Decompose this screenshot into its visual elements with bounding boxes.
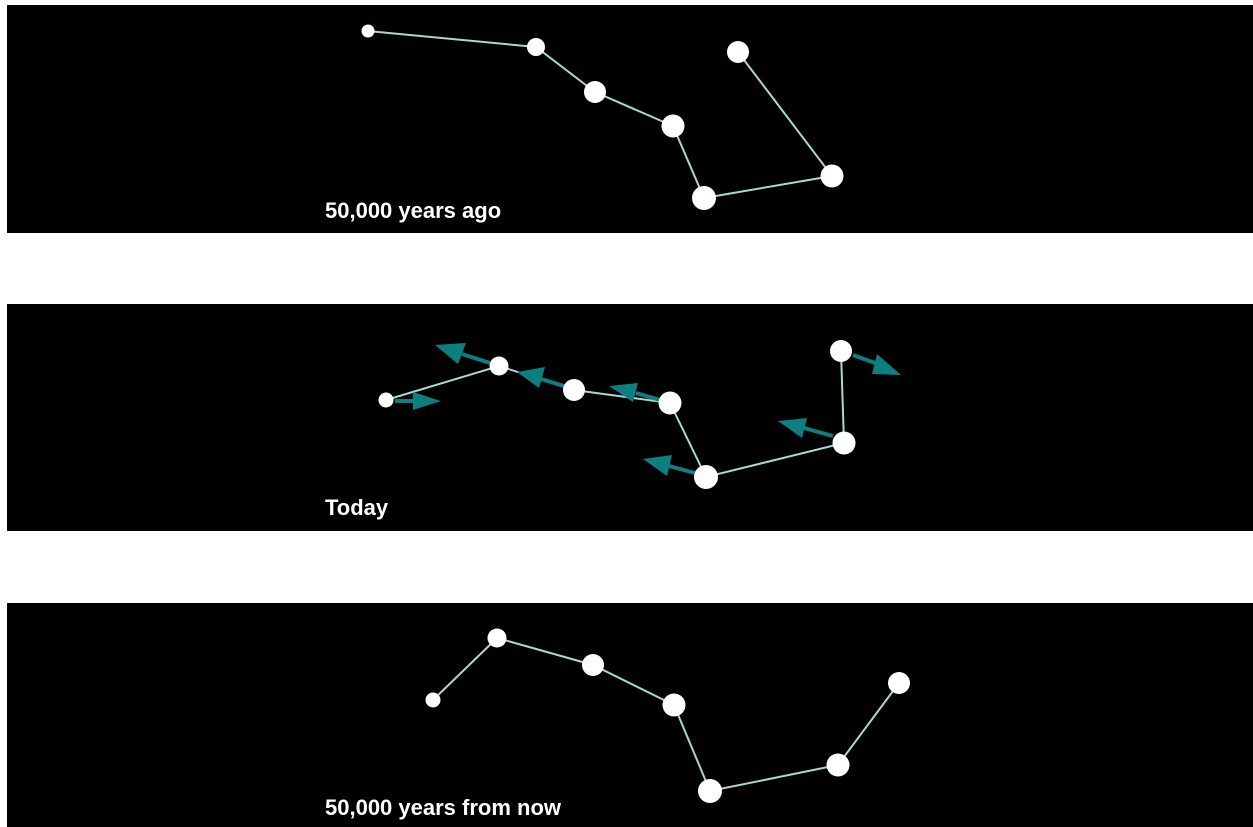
star-3	[584, 81, 606, 103]
star-2	[487, 628, 507, 648]
constellation-future	[425, 628, 910, 803]
arrow-star-3	[517, 367, 565, 388]
star-6	[832, 431, 856, 455]
arrow-star-2	[435, 343, 491, 365]
star-4	[658, 391, 682, 415]
star-1	[361, 24, 375, 38]
constellation-today	[378, 340, 901, 489]
star-5	[694, 465, 718, 489]
stars	[425, 628, 910, 803]
constellation-lines	[385, 350, 846, 479]
star-7	[888, 672, 910, 694]
panel-today: Today	[7, 304, 1253, 531]
panel-label: Today	[325, 495, 389, 520]
star-1	[378, 392, 394, 408]
star-5	[692, 186, 716, 210]
panel-50000-years-from-now: 50,000 years from now	[7, 603, 1253, 827]
star-3	[582, 654, 604, 676]
star-6	[826, 753, 850, 777]
star-4	[661, 114, 685, 138]
star-2	[527, 38, 545, 56]
arrow-star-7	[852, 353, 901, 375]
stars	[361, 24, 844, 210]
arrow-star-6	[778, 418, 834, 438]
arrow-star-5	[643, 455, 696, 476]
constellation-lines	[367, 30, 834, 200]
stars	[378, 340, 856, 489]
star-5	[698, 779, 722, 803]
star-7	[727, 41, 749, 63]
star-6	[820, 164, 844, 188]
arrow-star-4	[609, 383, 661, 402]
constellation-past	[361, 24, 844, 210]
star-1	[425, 692, 441, 708]
proper-motion-arrows	[395, 343, 901, 476]
panel-label: 50,000 years ago	[325, 198, 502, 223]
star-7	[830, 340, 852, 362]
star-2	[489, 356, 509, 376]
star-4	[662, 693, 686, 717]
panel-50000-years-ago: 50,000 years ago	[7, 5, 1253, 233]
star-3	[563, 379, 585, 401]
panel-label: 50,000 years from now	[325, 795, 562, 820]
arrow-star-1	[395, 392, 441, 410]
